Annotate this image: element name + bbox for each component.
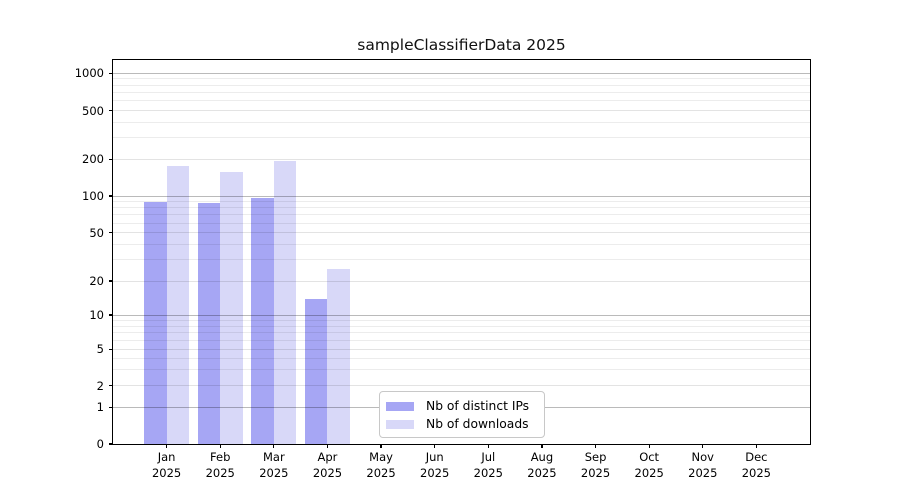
x-tick-mark-mar [273, 444, 275, 448]
x-tick-label-jul: Jul 2025 [473, 450, 503, 480]
legend-item-downloads: Nb of downloads [386, 416, 538, 432]
x-tick-mark-jan [166, 444, 168, 448]
x-tick-mark-oct [648, 444, 650, 448]
bar-ips-jan [144, 201, 167, 444]
x-tick-mark-feb [219, 444, 221, 448]
x-tick-mark-may [380, 444, 382, 448]
x-tick-label-apr: Apr 2025 [312, 450, 343, 480]
y-tick-label-100: 100 [82, 189, 104, 203]
chart-title: sampleClassifierData 2025 [357, 36, 566, 54]
x-tick-label-jan: Jan 2025 [151, 450, 182, 480]
x-tick-label-nov: Nov 2025 [688, 450, 718, 480]
bar-ips-mar [251, 198, 274, 444]
plot-area [112, 59, 811, 445]
y-tick-label-5: 5 [96, 342, 104, 357]
y-tick-mark-1 [109, 406, 113, 408]
legend-label-downloads: Nb of downloads [426, 417, 529, 431]
x-tick-mark-sep [594, 444, 597, 448]
x-tick-label-may: May 2025 [366, 450, 396, 480]
y-tick-label-200: 200 [82, 152, 104, 167]
y-tick-label-0: 0 [96, 437, 104, 451]
y-tick-label-10: 10 [89, 308, 104, 322]
legend-swatch-downloads [386, 419, 414, 429]
y-tick-label-50: 50 [89, 225, 104, 240]
y-tick-label-1000: 1000 [74, 66, 104, 81]
legend-item-distinct-ips: Nb of distinct IPs [386, 398, 538, 414]
y-tick-mark-20 [109, 280, 113, 282]
x-tick-mark-dec [755, 444, 757, 448]
y-tick-mark-10 [109, 314, 113, 316]
x-tick-mark-aug [541, 444, 543, 448]
bar-downloads-apr [327, 269, 350, 444]
y-tick-mark-100 [109, 195, 113, 197]
bar-ips-apr [304, 298, 328, 444]
bar-downloads-feb [220, 172, 243, 444]
x-tick-label-mar: Mar 2025 [259, 450, 289, 480]
y-tick-mark-5 [109, 348, 113, 350]
y-tick-mark-200 [109, 158, 113, 160]
x-tick-label-sep: Sep 2025 [580, 450, 611, 480]
x-tick-label-dec: Dec 2025 [741, 450, 772, 480]
x-tick-mark-apr [326, 444, 329, 448]
bar-downloads-jan [166, 166, 190, 444]
x-tick-mark-jul [487, 444, 489, 448]
y-tick-mark-1000 [109, 72, 113, 74]
y-tick-label-1: 1 [96, 400, 104, 415]
bar-downloads-mar [273, 160, 297, 444]
legend-swatch-distinct-ips [386, 401, 414, 411]
x-tick-label-jun: Jun 2025 [420, 450, 450, 480]
x-tick-mark-nov [702, 444, 704, 448]
x-tick-label-aug: Aug 2025 [527, 450, 557, 480]
y-tick-mark-0 [109, 443, 113, 445]
x-tick-label-oct: Oct 2025 [634, 450, 664, 480]
x-tick-mark-jun [434, 444, 436, 448]
x-tick-label-feb: Feb 2025 [205, 450, 235, 480]
bars-layer [113, 60, 810, 444]
y-tick-label-2: 2 [96, 378, 104, 393]
y-tick-mark-50 [109, 232, 113, 234]
legend: Nb of distinct IPs Nb of downloads [379, 391, 545, 438]
y-tick-label-20: 20 [89, 274, 104, 288]
y-tick-label-500: 500 [82, 103, 104, 118]
y-tick-mark-500 [109, 110, 113, 112]
legend-label-distinct-ips: Nb of distinct IPs [426, 399, 530, 413]
y-tick-mark-2 [109, 385, 113, 387]
bar-ips-feb [197, 202, 221, 444]
